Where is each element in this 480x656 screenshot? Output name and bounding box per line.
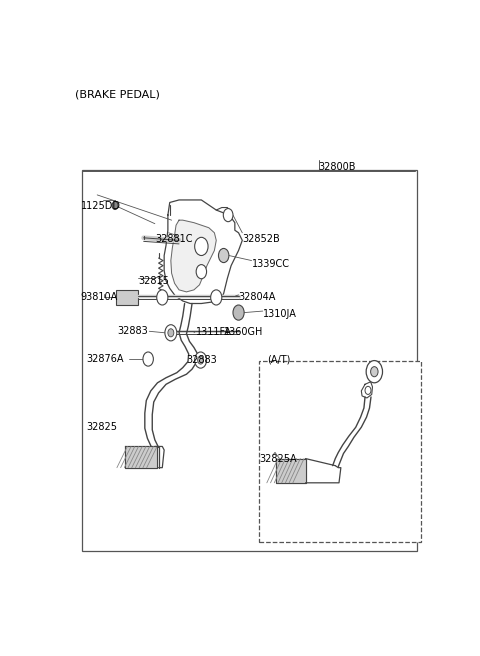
- Text: 32876A: 32876A: [87, 354, 124, 364]
- Text: 32883: 32883: [118, 326, 148, 337]
- Text: 1311FA: 1311FA: [196, 327, 232, 337]
- Circle shape: [218, 249, 229, 262]
- Circle shape: [211, 290, 222, 305]
- Text: 32800B: 32800B: [319, 162, 356, 172]
- Circle shape: [156, 290, 168, 305]
- Bar: [259, 361, 421, 543]
- Polygon shape: [361, 382, 372, 398]
- Polygon shape: [164, 200, 242, 304]
- Circle shape: [366, 361, 383, 383]
- Text: 32815: 32815: [138, 276, 169, 286]
- Text: 32852B: 32852B: [242, 234, 280, 244]
- Polygon shape: [125, 447, 156, 468]
- Circle shape: [233, 305, 244, 320]
- Text: 1360GH: 1360GH: [224, 327, 263, 337]
- Circle shape: [195, 352, 206, 368]
- Circle shape: [165, 325, 177, 341]
- Text: 1310JA: 1310JA: [263, 308, 297, 319]
- Circle shape: [195, 237, 208, 255]
- Polygon shape: [171, 220, 216, 292]
- Text: 32804A: 32804A: [239, 292, 276, 302]
- Circle shape: [196, 264, 206, 279]
- Text: 1125DD: 1125DD: [81, 201, 120, 211]
- Text: 32825: 32825: [87, 422, 118, 432]
- Text: (BRAKE PEDAL): (BRAKE PEDAL): [75, 90, 160, 100]
- Circle shape: [143, 352, 154, 366]
- Circle shape: [223, 209, 233, 222]
- Circle shape: [168, 329, 174, 337]
- Bar: [116, 291, 138, 304]
- Text: 32881C: 32881C: [155, 234, 192, 244]
- Text: 93810A: 93810A: [81, 292, 118, 302]
- Circle shape: [112, 201, 118, 209]
- Text: 1339CC: 1339CC: [252, 259, 289, 269]
- Circle shape: [371, 367, 378, 377]
- Text: (A/T): (A/T): [267, 354, 291, 364]
- Circle shape: [198, 356, 204, 364]
- Text: 32825A: 32825A: [259, 453, 297, 464]
- Bar: [83, 170, 417, 551]
- Polygon shape: [276, 459, 305, 483]
- Circle shape: [365, 386, 371, 394]
- Text: 32883: 32883: [186, 355, 217, 365]
